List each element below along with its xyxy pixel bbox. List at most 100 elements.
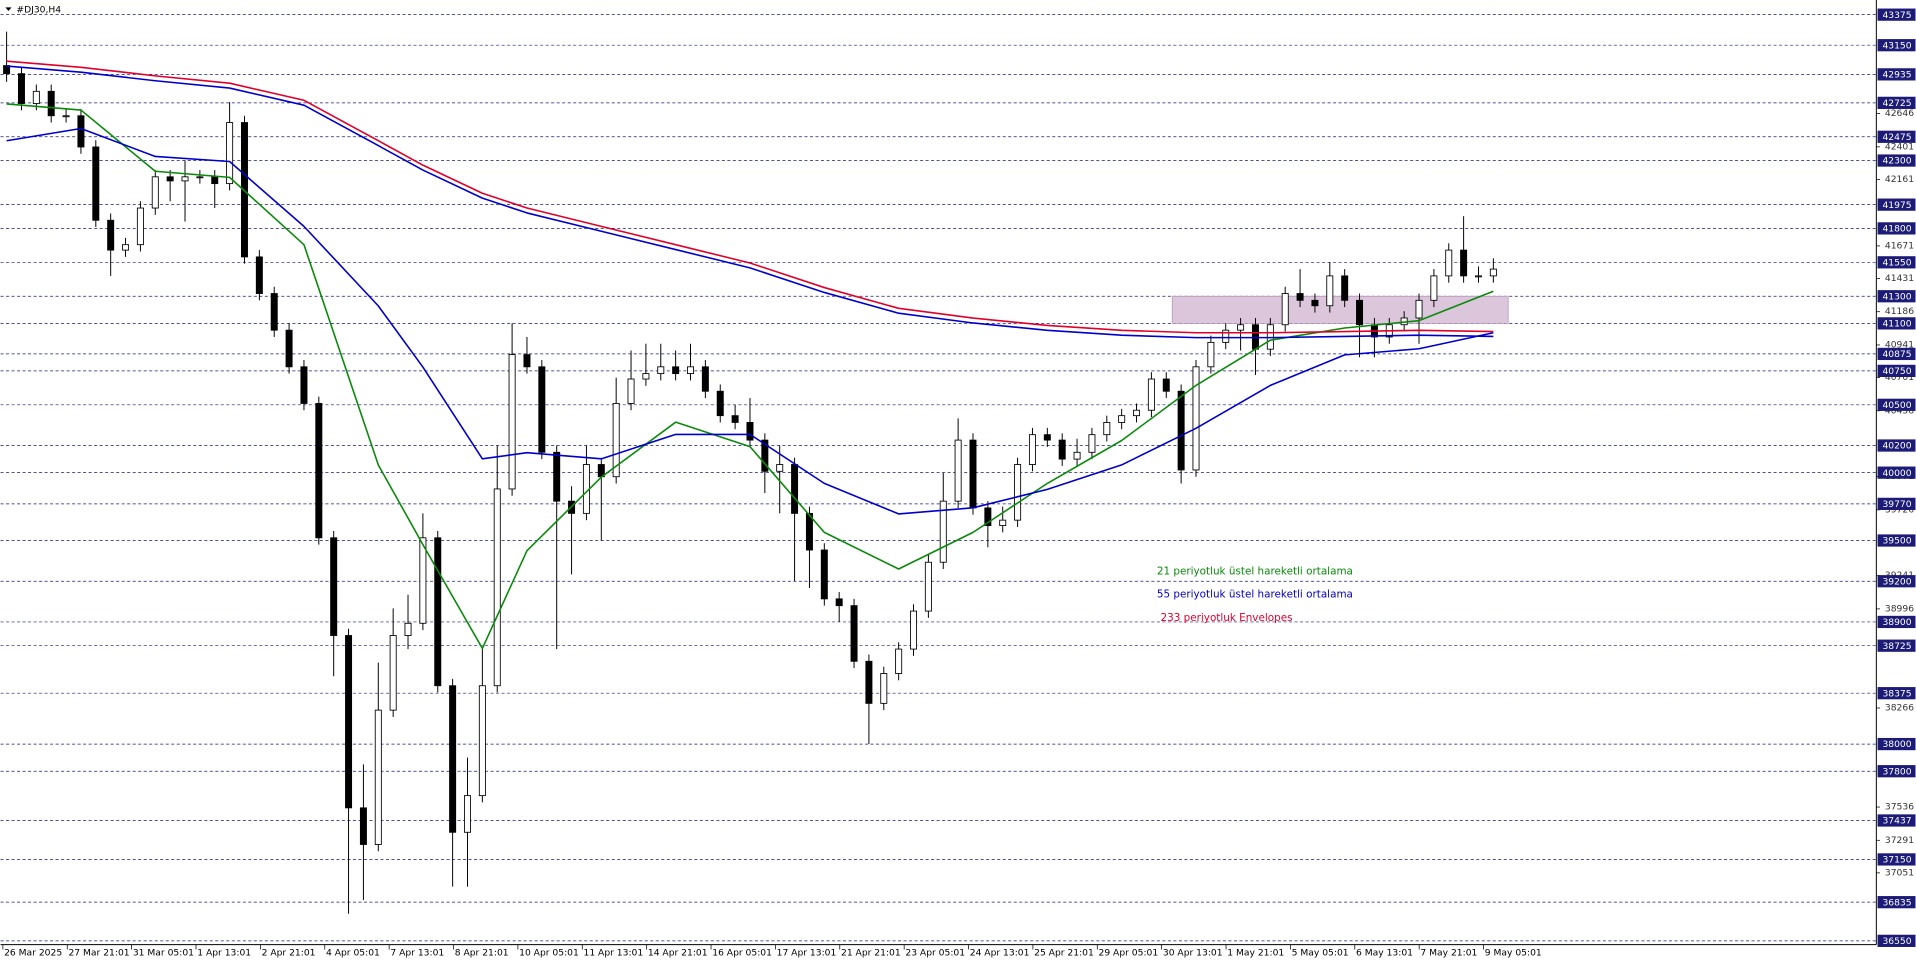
- candle-body: [746, 422, 754, 441]
- candle-body: [211, 176, 219, 185]
- candle-body: [315, 403, 323, 539]
- x-tick-label: 7 May 21:01: [1420, 948, 1477, 959]
- candle-body: [612, 403, 620, 478]
- level-label: 40500: [1882, 400, 1911, 411]
- level-label: 37437: [1882, 816, 1911, 827]
- level-label-box: [1877, 398, 1916, 411]
- candle-body: [1311, 299, 1319, 307]
- y-tick-label: 40701: [1885, 372, 1914, 383]
- x-tick-label: 17 Apr 13:01: [777, 948, 837, 959]
- candle-body: [374, 709, 382, 845]
- candle-body: [1073, 451, 1081, 460]
- candle-body: [701, 366, 709, 392]
- level-label: 43375: [1882, 10, 1911, 21]
- level-label-box: [1877, 687, 1916, 700]
- level-label-box: [1877, 466, 1916, 479]
- level-label: 40000: [1882, 468, 1911, 479]
- candle-body: [62, 115, 70, 118]
- candle-body: [1460, 249, 1468, 277]
- legend-label: 233 periyotluk Envelopes: [1161, 612, 1293, 624]
- candle-body: [984, 507, 992, 527]
- candle-body: [761, 439, 769, 472]
- candle-body: [1088, 434, 1096, 453]
- candle-body: [1341, 275, 1349, 301]
- x-tick-label: 30 Apr 13:01: [1163, 948, 1223, 959]
- level-label-box: [1877, 198, 1916, 211]
- candle-body: [3, 65, 11, 75]
- level-label: 41100: [1882, 318, 1911, 329]
- candle-body: [196, 176, 204, 179]
- candle-body: [1207, 341, 1215, 368]
- candle-body: [716, 390, 724, 417]
- candle-body: [850, 605, 858, 662]
- candle-body: [1147, 378, 1155, 411]
- menu-icon[interactable]: [5, 7, 12, 12]
- level-label-box: [1877, 96, 1916, 109]
- candle-body: [47, 90, 55, 117]
- candle-body: [330, 537, 338, 636]
- candle-body: [523, 354, 531, 368]
- candle-body: [508, 354, 516, 490]
- level-label-box: [1877, 364, 1916, 378]
- y-tick-label: 42401: [1885, 141, 1914, 152]
- x-tick-label: 6 May 13:01: [1356, 948, 1413, 959]
- level-label: 36835: [1882, 897, 1911, 908]
- x-tick-label: 26 Mar 2025: [4, 948, 62, 959]
- y-tick-label: 41431: [1885, 273, 1914, 284]
- level-label-box: [1877, 290, 1916, 303]
- candle-body: [1489, 268, 1497, 277]
- candle-body: [731, 415, 739, 423]
- candle-body: [493, 488, 501, 687]
- level-label: 36550: [1882, 936, 1911, 947]
- candle-body: [285, 329, 293, 368]
- candle-body: [1296, 293, 1304, 301]
- level-label-box: [1877, 639, 1916, 652]
- candle-body: [805, 512, 813, 551]
- x-tick-label: 31 Mar 05:01: [133, 948, 194, 959]
- candle-body: [226, 122, 234, 185]
- candle-body: [924, 561, 932, 612]
- x-tick-label: 7 Apr 13:01: [390, 948, 444, 959]
- level-label-box: [1877, 934, 1916, 947]
- indicator-line: [6, 127, 1494, 515]
- level-label: 37800: [1882, 766, 1911, 777]
- candle-body: [553, 451, 561, 502]
- level-label-box: [1877, 497, 1916, 510]
- candle-body: [92, 146, 100, 221]
- y-tick-label: 41671: [1885, 240, 1914, 251]
- candle-body: [627, 378, 635, 404]
- level-label-box: [1877, 222, 1916, 235]
- candle-body: [954, 439, 962, 502]
- candle-body: [1474, 275, 1482, 278]
- candle-body: [1014, 464, 1022, 521]
- level-label: 42475: [1882, 132, 1911, 143]
- candle-body: [1222, 329, 1230, 343]
- candle-body: [538, 366, 546, 453]
- candle-body: [345, 635, 353, 809]
- candle-body: [969, 439, 977, 509]
- candle-body: [910, 610, 918, 650]
- candle-body: [865, 660, 873, 704]
- candle-body: [1103, 422, 1111, 436]
- candle-body: [122, 244, 130, 251]
- candle-body: [1415, 299, 1423, 319]
- candle-body: [820, 549, 828, 600]
- candle-body: [1177, 390, 1185, 471]
- candle-body: [880, 673, 888, 704]
- level-label-box: [1877, 814, 1916, 827]
- level-label: 41550: [1882, 257, 1911, 268]
- level-label-box: [1877, 347, 1916, 361]
- y-tick-label: 37536: [1885, 802, 1914, 813]
- y-tick-label: 38996: [1885, 603, 1914, 614]
- candle-body: [434, 537, 442, 687]
- y-tick-label: 42161: [1885, 174, 1914, 185]
- candle-body: [939, 500, 947, 563]
- x-tick-label: 14 Apr 21:01: [648, 948, 708, 959]
- candle-body: [1281, 293, 1289, 326]
- zone: [1171, 295, 1509, 324]
- level-label-box: [1877, 575, 1916, 588]
- y-tick-label: 42646: [1885, 108, 1914, 119]
- candle-body: [255, 256, 263, 294]
- candle-body: [464, 795, 471, 833]
